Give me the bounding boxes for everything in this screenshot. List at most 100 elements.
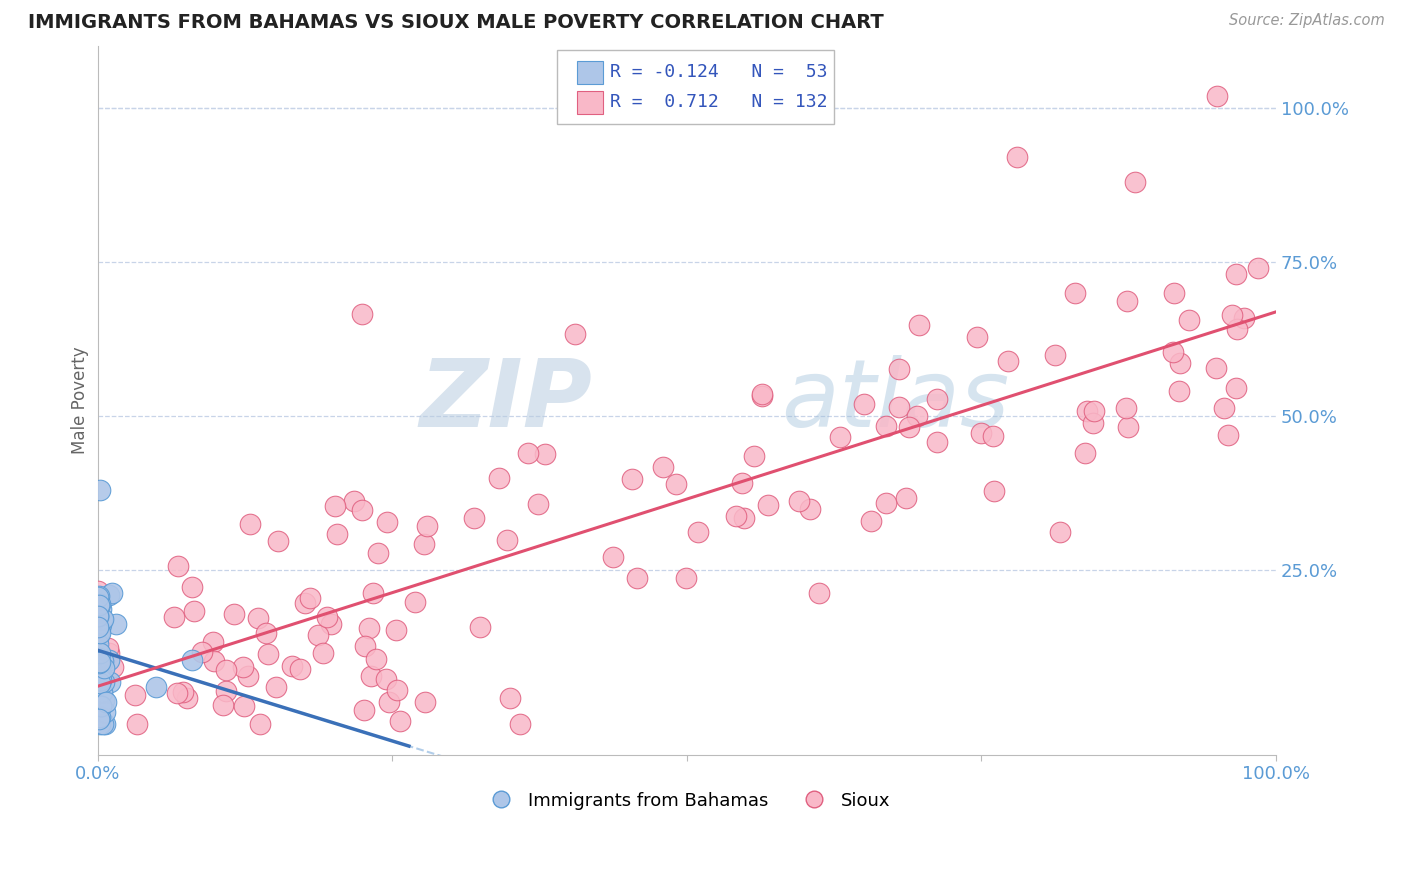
Point	[127, 717, 149, 731]
Point	[294, 595, 316, 609]
Point	[807, 586, 830, 600]
Point	[413, 695, 436, 709]
Point	[104, 616, 127, 631]
Point	[898, 420, 921, 434]
Point	[190, 645, 212, 659]
Point	[665, 476, 688, 491]
Point	[238, 669, 260, 683]
Point	[352, 307, 374, 321]
Point	[360, 669, 382, 683]
Point	[756, 498, 779, 512]
Point	[353, 640, 375, 654]
Point	[1163, 286, 1185, 301]
Point	[166, 685, 188, 699]
Point	[1005, 150, 1028, 164]
Point	[852, 397, 875, 411]
Point	[100, 586, 122, 600]
Point	[326, 527, 349, 541]
Point	[860, 515, 883, 529]
Point	[89, 483, 111, 497]
Point	[215, 663, 238, 677]
Point	[87, 609, 110, 624]
Point	[751, 389, 773, 403]
Point	[172, 685, 194, 699]
Point	[98, 675, 121, 690]
Point	[97, 646, 120, 660]
Point	[564, 326, 586, 341]
Point	[1049, 525, 1071, 540]
Point	[202, 635, 225, 649]
Point	[1233, 311, 1256, 326]
Point	[87, 712, 110, 726]
Point	[1115, 401, 1137, 415]
Point	[180, 580, 202, 594]
Point	[751, 387, 773, 401]
Point	[416, 518, 439, 533]
Point	[384, 623, 406, 637]
Point	[86, 590, 108, 604]
Point	[215, 683, 238, 698]
Point	[319, 616, 342, 631]
Point	[89, 655, 111, 669]
Point	[254, 626, 277, 640]
Point	[367, 546, 389, 560]
Point	[288, 663, 311, 677]
Point	[1116, 293, 1139, 308]
Point	[527, 497, 550, 511]
Point	[222, 607, 245, 621]
Point	[377, 695, 399, 709]
Point	[533, 447, 555, 461]
Point	[90, 612, 112, 626]
Point	[686, 524, 709, 539]
Point	[966, 330, 988, 344]
Text: R =  0.712   N = 132: R = 0.712 N = 132	[610, 93, 828, 112]
Bar	[578, 91, 603, 113]
Bar	[578, 62, 603, 84]
Point	[93, 717, 115, 731]
Point	[89, 621, 111, 635]
Point	[323, 500, 346, 514]
Point	[180, 652, 202, 666]
Point	[887, 361, 910, 376]
Point	[281, 659, 304, 673]
Point	[626, 571, 648, 585]
Point	[970, 425, 993, 440]
Point	[361, 586, 384, 600]
Text: ZIP: ZIP	[419, 354, 592, 447]
Point	[238, 517, 260, 532]
Point	[387, 682, 409, 697]
Point	[905, 409, 928, 423]
Point	[233, 698, 256, 713]
Point	[176, 691, 198, 706]
Point	[1225, 381, 1247, 395]
Point	[90, 659, 112, 673]
Point	[1118, 420, 1140, 434]
Point	[89, 625, 111, 640]
Point	[90, 616, 112, 631]
Point	[894, 491, 917, 505]
Point	[89, 671, 111, 685]
Point	[266, 680, 288, 694]
Point	[404, 595, 426, 609]
Point	[1081, 416, 1104, 430]
Point	[1123, 175, 1146, 189]
Point	[298, 591, 321, 606]
Point	[94, 695, 117, 709]
Y-axis label: Male Poverty: Male Poverty	[72, 347, 89, 454]
Point	[89, 623, 111, 637]
Point	[90, 660, 112, 674]
Point	[307, 628, 329, 642]
Point	[1076, 404, 1098, 418]
Point	[1222, 309, 1244, 323]
Point	[87, 603, 110, 617]
Point	[1225, 267, 1247, 281]
Point	[1168, 384, 1191, 398]
Point	[89, 646, 111, 660]
Point	[875, 496, 897, 510]
Point	[90, 685, 112, 699]
Point	[202, 654, 225, 668]
Text: atlas: atlas	[782, 355, 1010, 446]
Point	[249, 717, 271, 731]
Point	[733, 511, 755, 525]
Point	[1161, 344, 1184, 359]
